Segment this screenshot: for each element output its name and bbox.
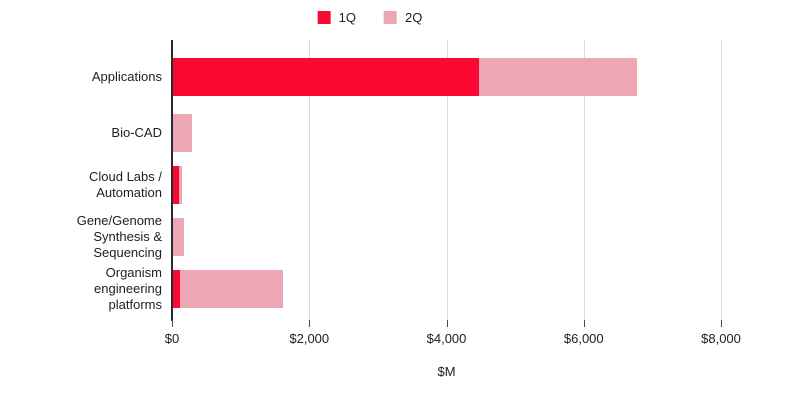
- category-label: Bio-CAD: [111, 125, 162, 140]
- axis-tick: [309, 320, 311, 327]
- bar-row: [173, 58, 637, 96]
- bar-segment-1q[interactable]: [173, 58, 480, 96]
- bar-segment-2q[interactable]: [179, 166, 182, 204]
- plot-area: [171, 40, 760, 321]
- y-axis-line: [171, 40, 173, 321]
- bar-row: [173, 114, 193, 152]
- gridline: [583, 40, 585, 320]
- x-axis-title: $M: [437, 364, 456, 379]
- legend-label-2q: 2Q: [405, 10, 423, 25]
- legend-swatch-2q-icon: [384, 11, 397, 24]
- category-label: Applications: [91, 69, 162, 84]
- bar-row: [173, 270, 284, 308]
- bar-row: [173, 218, 184, 256]
- x-tick-label: $4,000: [426, 331, 467, 346]
- legend: 1Q 2Q: [317, 10, 422, 25]
- legend-item-2q[interactable]: 2Q: [384, 10, 422, 25]
- bar-segment-1q[interactable]: [173, 270, 180, 308]
- legend-swatch-1q-icon: [317, 11, 331, 24]
- x-tick-label: $6,000: [563, 331, 604, 346]
- bar-segment-2q[interactable]: [179, 270, 284, 308]
- gridline: [309, 40, 311, 320]
- gridline: [721, 40, 722, 320]
- axis-tick: [172, 320, 173, 327]
- category-label: Gene/Genome Synthesis & Sequencing: [76, 213, 162, 260]
- legend-item-1q[interactable]: 1Q: [317, 10, 356, 25]
- bar-segment-2q[interactable]: [173, 218, 184, 256]
- gridline: [446, 40, 448, 320]
- bar-segment-1q[interactable]: [173, 166, 180, 204]
- x-tick-label: $2,000: [289, 331, 330, 346]
- bar-segment-2q[interactable]: [173, 114, 193, 152]
- axis-tick: [721, 320, 722, 327]
- legend-label-1q: 1Q: [338, 10, 356, 25]
- axis-tick: [583, 320, 585, 327]
- bar-segment-2q[interactable]: [479, 58, 637, 96]
- category-label: Organism engineering platforms: [94, 265, 162, 312]
- x-tick-label: $0: [164, 331, 180, 346]
- bar-row: [173, 166, 182, 204]
- x-tick-label: $8,000: [701, 331, 741, 346]
- axis-tick: [446, 320, 448, 327]
- category-label: Cloud Labs / Automation: [89, 169, 162, 200]
